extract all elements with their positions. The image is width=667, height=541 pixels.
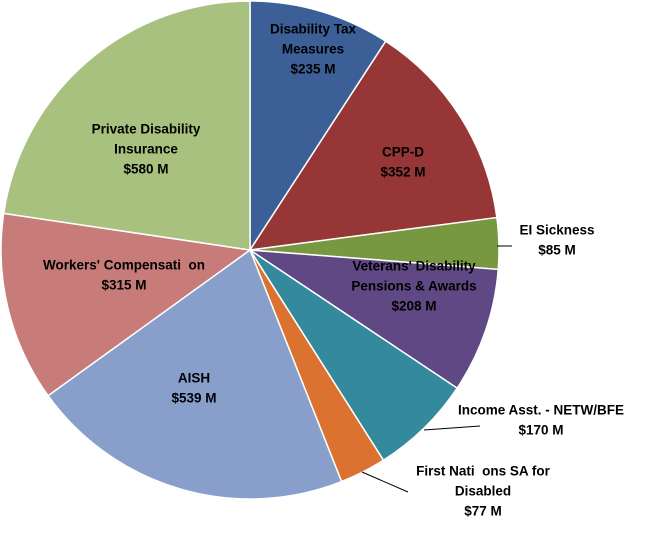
slice-label-3: Veterans' Disability Pensions & Awards $20… [351,259,476,314]
slice-name-label: Disability Tax [270,22,357,37]
slice-name-label: First Nati ons SA for [416,464,551,479]
slice-value-label: $208 M [391,299,436,314]
pie-slice-7 [0,212,252,397]
pie-slice-6 [47,248,343,500]
slice-name-label: AISH [178,371,210,386]
slice-name-label: EI Sickness [519,223,594,238]
slice-value-label: $235 M [290,62,335,77]
slice-label-5: First Nati ons SA for Disabled $77 M [416,464,551,519]
slice-label-4: Income Asst. - NETW/BFE $170 M [458,403,624,438]
pie-slices [0,0,500,500]
slice-name-label: Workers' Compensati on [43,258,205,273]
pie-slice-8 [2,0,251,251]
slice-value-label: $85 M [538,243,576,258]
pie-slice-1 [248,40,498,251]
leader-lines [361,245,512,493]
slice-value-label: $170 M [518,423,563,438]
slice-value-label: $580 M [123,162,168,177]
leader-line-5 [361,471,409,493]
slice-name-label: Insurance [114,142,178,157]
slice-value-label: $77 M [464,504,502,519]
slice-name-label: Veterans' Disability [352,259,476,274]
slice-name-label: Income Asst. - NETW/BFE [458,403,624,418]
slice-label-7: Workers' Compensati on $315 M [43,258,205,293]
slice-name-label: Disabled [455,484,511,499]
pie-slice-0 [249,0,387,253]
slice-labels: Disability Tax Measures $235 M CPP-D $352 M E… [43,22,624,519]
pie-slice-3 [247,249,500,390]
slice-value-label: $352 M [380,165,425,180]
slice-value-label: $539 M [171,391,216,406]
slice-label-0: Disability Tax Measures $235 M [270,22,357,77]
slice-label-1: CPP-D $352 M [380,145,425,180]
leader-line-4 [423,425,481,431]
slice-label-6: AISH $539 M [171,371,216,406]
slice-name-label: Pensions & Awards [351,279,476,294]
slice-name-label: CPP-D [382,145,424,160]
slice-label-8: Private Disability Insurance $580 M [92,122,201,177]
slice-name-label: Measures [282,42,344,57]
slice-name-label: Private Disability [92,122,201,137]
slice-value-label: $315 M [101,278,146,293]
slice-label-2: EI Sickness $85 M [519,223,594,258]
